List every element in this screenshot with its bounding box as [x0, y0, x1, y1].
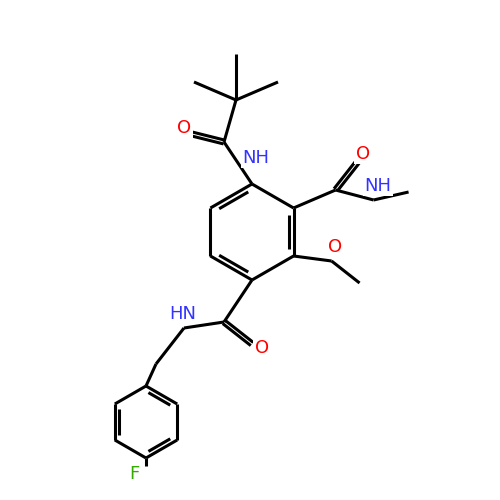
Text: O: O [328, 238, 342, 256]
Text: F: F [129, 465, 139, 483]
Text: O: O [177, 119, 191, 137]
Text: NH: NH [364, 177, 391, 195]
Text: O: O [255, 339, 269, 357]
Text: NH: NH [242, 149, 270, 167]
Text: HN: HN [170, 305, 196, 323]
Text: O: O [356, 145, 370, 163]
